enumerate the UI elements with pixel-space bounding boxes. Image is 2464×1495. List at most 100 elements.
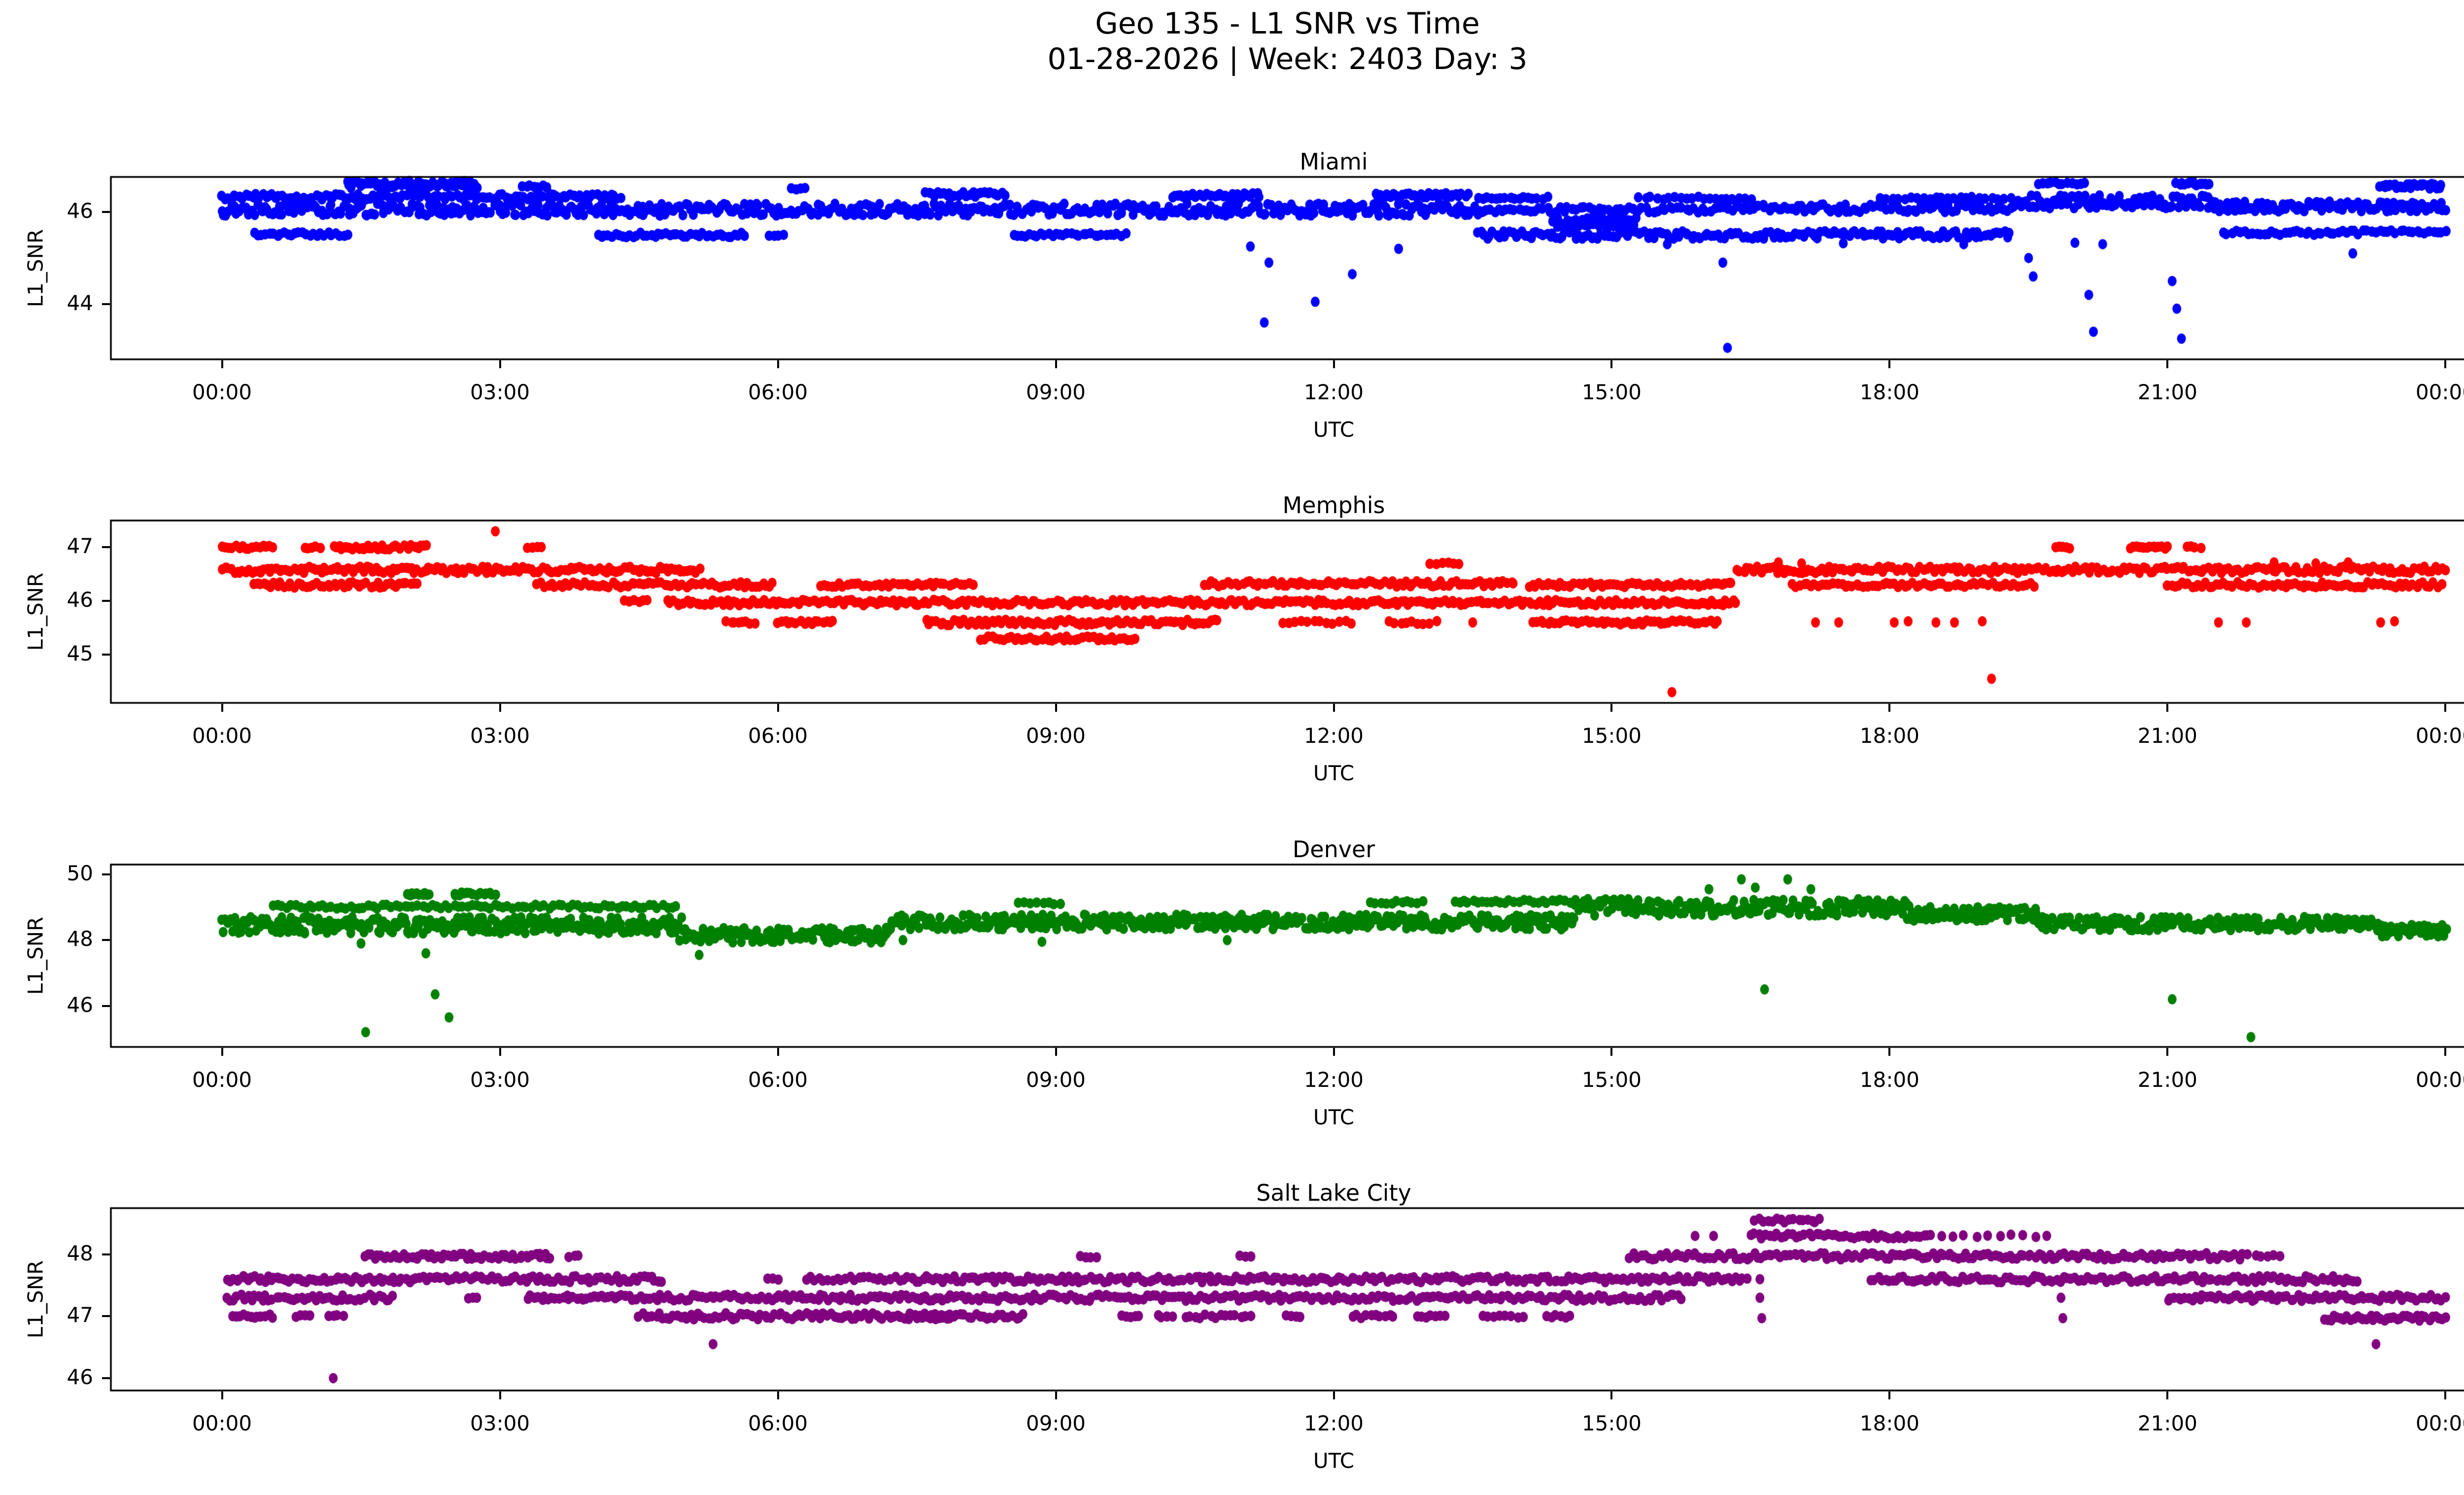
x-tick-mark <box>221 360 223 368</box>
x-tick-mark <box>1333 360 1335 368</box>
x-axis-label: UTC <box>1313 761 1355 785</box>
x-tick-mark <box>777 704 779 712</box>
x-tick-mark <box>1610 1391 1613 1399</box>
x-tick-mark <box>1055 704 1057 712</box>
x-axis-label: UTC <box>1313 417 1355 442</box>
subplot-title-miami: Miami <box>1300 148 1368 175</box>
x-tick-label: 00:00 <box>192 380 252 404</box>
x-tick-label: 00:00 <box>2415 1068 2464 1092</box>
x-tick-label: 00:00 <box>192 1411 252 1435</box>
y-tick-mark <box>102 546 110 549</box>
x-tick-mark <box>2166 1391 2169 1399</box>
y-tick-label: 46 <box>67 588 93 612</box>
y-tick-label: 47 <box>67 1303 93 1327</box>
x-tick-label: 00:00 <box>192 724 252 748</box>
x-tick-mark <box>221 1391 223 1399</box>
x-tick-label: 03:00 <box>470 724 530 748</box>
x-tick-label: 18:00 <box>1859 1068 1919 1092</box>
x-tick-label: 18:00 <box>1859 380 1919 404</box>
y-tick-mark <box>102 1315 110 1318</box>
y-tick-mark <box>102 600 110 602</box>
x-tick-label: 09:00 <box>1026 724 1086 748</box>
y-tick-label: 50 <box>67 861 93 885</box>
x-tick-mark <box>2166 1048 2169 1056</box>
x-tick-label: 00:00 <box>2415 380 2464 404</box>
x-tick-label: 03:00 <box>470 1411 530 1435</box>
x-tick-mark <box>1333 1391 1335 1399</box>
y-tick-mark <box>102 939 110 941</box>
x-tick-mark <box>1055 1048 1057 1056</box>
x-tick-label: 15:00 <box>1581 1411 1642 1435</box>
y-tick-label: 46 <box>67 199 93 223</box>
plot-area-miami <box>109 175 2464 361</box>
x-tick-mark <box>221 1048 223 1056</box>
x-tick-mark <box>2444 1048 2447 1056</box>
x-tick-mark <box>499 1048 501 1056</box>
y-tick-label: 47 <box>67 534 93 558</box>
x-tick-label: 15:00 <box>1581 1068 1642 1092</box>
y-tick-mark <box>102 1005 110 1007</box>
x-tick-mark <box>2444 360 2447 368</box>
x-tick-mark <box>1888 360 1891 368</box>
y-tick-label: 46 <box>67 992 93 1017</box>
figure-subtitle: 01-28-2026 | Week: 2403 Day: 3 <box>1047 42 1528 76</box>
x-tick-mark <box>1333 1048 1335 1056</box>
y-tick-mark <box>102 211 110 213</box>
y-axis-label: L1_SNR <box>23 229 48 308</box>
x-tick-label: 06:00 <box>748 380 808 404</box>
x-tick-mark <box>2166 704 2169 712</box>
y-tick-label: 48 <box>67 1241 93 1266</box>
x-tick-label: 18:00 <box>1859 1411 1919 1435</box>
x-tick-label: 06:00 <box>748 1068 808 1092</box>
figure-title: Geo 135 - L1 SNR vs Time <box>1095 6 1480 41</box>
plot-area-denver <box>109 863 2464 1049</box>
y-tick-label: 44 <box>67 290 93 315</box>
x-tick-label: 21:00 <box>2137 1411 2197 1435</box>
x-tick-label: 15:00 <box>1581 380 1642 404</box>
x-tick-mark <box>1055 360 1057 368</box>
x-tick-label: 03:00 <box>470 1068 530 1092</box>
x-tick-mark <box>1055 1391 1057 1399</box>
y-axis-label: L1_SNR <box>23 1260 48 1339</box>
x-tick-label: 06:00 <box>748 724 808 748</box>
y-tick-mark <box>102 873 110 875</box>
x-tick-mark <box>1888 1048 1891 1056</box>
x-tick-label: 12:00 <box>1303 1068 1364 1092</box>
x-tick-label: 21:00 <box>2137 724 2197 748</box>
y-tick-label: 48 <box>67 927 93 951</box>
x-tick-mark <box>499 360 501 368</box>
x-tick-label: 00:00 <box>2415 724 2464 748</box>
x-tick-label: 12:00 <box>1303 380 1364 404</box>
subplot-title-memphis: Memphis <box>1282 492 1385 519</box>
x-tick-mark <box>1610 704 1613 712</box>
x-tick-label: 09:00 <box>1026 1068 1086 1092</box>
x-tick-label: 15:00 <box>1581 724 1642 748</box>
x-tick-label: 12:00 <box>1303 724 1364 748</box>
subplot-title-denver: Denver <box>1292 836 1375 863</box>
x-tick-label: 21:00 <box>2137 1068 2197 1092</box>
x-tick-label: 06:00 <box>748 1411 808 1435</box>
y-tick-mark <box>102 654 110 656</box>
x-axis-label: UTC <box>1313 1105 1355 1129</box>
x-tick-mark <box>1610 1048 1613 1056</box>
x-tick-label: 03:00 <box>470 380 530 404</box>
x-tick-mark <box>221 704 223 712</box>
x-tick-label: 09:00 <box>1026 380 1086 404</box>
y-axis-label: L1_SNR <box>23 916 48 995</box>
x-tick-mark <box>1888 1391 1891 1399</box>
plot-area-memphis <box>109 519 2464 705</box>
x-tick-mark <box>777 360 779 368</box>
x-tick-mark <box>499 704 501 712</box>
plot-area-salt-lake-city <box>109 1206 2464 1392</box>
x-tick-mark <box>2444 1391 2447 1399</box>
y-tick-label: 46 <box>67 1364 93 1389</box>
x-tick-label: 18:00 <box>1859 724 1919 748</box>
x-tick-label: 09:00 <box>1026 1411 1086 1435</box>
x-tick-mark <box>1888 704 1891 712</box>
y-tick-mark <box>102 1253 110 1256</box>
y-tick-mark <box>102 303 110 305</box>
x-tick-mark <box>499 1391 501 1399</box>
x-tick-mark <box>1610 360 1613 368</box>
x-tick-mark <box>1333 704 1335 712</box>
